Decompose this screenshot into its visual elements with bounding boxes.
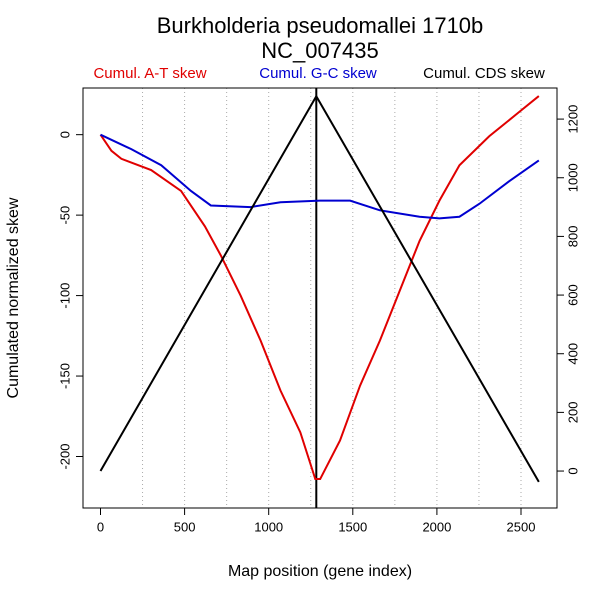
x-tick-label: 2000 bbox=[422, 519, 451, 534]
x-tick-label: 2500 bbox=[507, 519, 536, 534]
y-tick-label: 0 bbox=[57, 131, 72, 138]
x-tick-label: 500 bbox=[174, 519, 196, 534]
legend-entry: Cumul. CDS skew bbox=[423, 65, 545, 82]
chart-title: Burkholderia pseudomallei 1710b bbox=[157, 13, 484, 38]
y2-tick-label: 1200 bbox=[565, 105, 580, 134]
y2-tick-label: 600 bbox=[565, 284, 580, 306]
y2-tick-label: 800 bbox=[565, 226, 580, 248]
y-axis-label: Cumulated normalized skew bbox=[5, 197, 22, 398]
chart-subtitle: NC_007435 bbox=[261, 38, 378, 63]
series-line bbox=[99, 95, 540, 481]
y-tick-label: -150 bbox=[57, 363, 72, 389]
x-axis-label: Map position (gene index) bbox=[228, 563, 412, 580]
plot-frame bbox=[82, 87, 558, 509]
y-tick-label: -200 bbox=[57, 443, 72, 469]
y2-tick-label: 400 bbox=[565, 343, 580, 365]
x-tick-label: 1000 bbox=[254, 519, 283, 534]
x-tick-label: 1500 bbox=[338, 519, 367, 534]
y-tick-label: -100 bbox=[57, 283, 72, 309]
y-tick-label: -50 bbox=[57, 206, 72, 225]
x-tick-label: 0 bbox=[97, 519, 104, 534]
y2-tick-label: 200 bbox=[565, 402, 580, 424]
y2-tick-label: 0 bbox=[565, 467, 580, 474]
legend-entry: Cumul. G-C skew bbox=[259, 65, 377, 82]
legend-entry: Cumul. A-T skew bbox=[93, 65, 206, 82]
y2-tick-label: 1000 bbox=[565, 163, 580, 192]
series-line bbox=[99, 94, 540, 483]
series-line bbox=[100, 133, 540, 220]
